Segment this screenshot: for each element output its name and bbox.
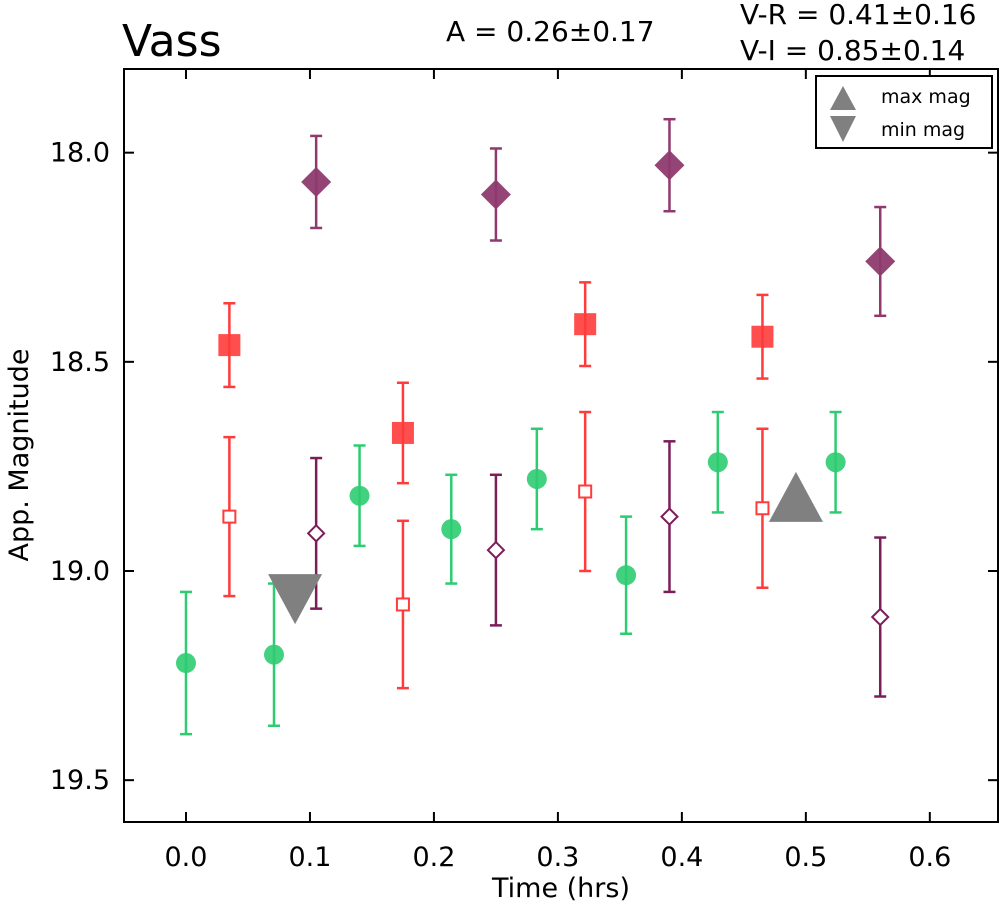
data-point-square xyxy=(751,325,774,348)
legend-max-mag-marker xyxy=(830,86,856,110)
x-tick-label: 0.6 xyxy=(908,842,951,873)
data-point-diamond xyxy=(301,166,332,197)
v-i-annotation: V-I = 0.85±0.14 xyxy=(740,34,965,67)
x-tick-label: 0.5 xyxy=(784,842,827,873)
data-point-diamond xyxy=(865,246,896,277)
plot-frame xyxy=(123,68,999,823)
chart-title: Vass xyxy=(122,16,222,67)
legend-min-mag-label: min mag xyxy=(881,119,965,141)
data-point-circle xyxy=(349,485,370,506)
data-point-circle xyxy=(175,653,196,674)
x-axis: 0.0 0.1 0.2 0.3 0.4 0.5 0.6 xyxy=(165,69,951,873)
data-point-open-diamond xyxy=(306,523,326,543)
data-point-open-square xyxy=(222,509,237,524)
x-axis-label: Time (hrs) xyxy=(491,873,630,904)
data-point-open-diamond xyxy=(486,540,506,560)
v-r-annotation: V-R = 0.41±0.16 xyxy=(740,0,976,31)
max-mag-marker xyxy=(768,471,823,522)
y-tick-label: 18.5 xyxy=(50,347,110,378)
min-mag-marker xyxy=(268,574,323,625)
data-point-open-square xyxy=(578,484,593,499)
y-axis: 18.0 18.5 19.0 19.5 xyxy=(50,138,998,796)
x-tick-label: 0.4 xyxy=(660,842,703,873)
legend: max mag min mag xyxy=(815,75,993,149)
data-point-circle xyxy=(707,452,728,473)
data-point-open-diamond xyxy=(660,507,679,527)
legend-min-mag-marker xyxy=(830,116,856,142)
data-point-open-diamond xyxy=(870,607,890,627)
data-point-circle xyxy=(526,468,547,489)
data-point-square xyxy=(391,421,414,444)
y-tick-label: 18.0 xyxy=(50,138,110,169)
x-tick-label: 0.3 xyxy=(536,842,579,873)
legend-max-mag-label: max mag xyxy=(881,86,971,108)
data-point-circle xyxy=(616,565,637,586)
data-point-open-square xyxy=(395,597,410,612)
y-axis-label: App. Magnitude xyxy=(4,349,35,562)
amplitude-annotation: A = 0.26±0.17 xyxy=(446,15,655,48)
data-point-square xyxy=(218,334,241,357)
plot-area xyxy=(175,117,896,736)
x-tick-label: 0.0 xyxy=(165,842,208,873)
y-tick-label: 19.0 xyxy=(50,556,110,587)
data-point-square xyxy=(574,313,597,336)
y-tick-label: 19.5 xyxy=(50,765,110,796)
data-point-diamond xyxy=(654,150,685,181)
data-point-diamond xyxy=(480,179,511,210)
data-point-circle xyxy=(441,519,462,540)
data-point-circle xyxy=(264,644,285,665)
data-point-open-square xyxy=(755,501,770,516)
x-tick-label: 0.1 xyxy=(288,842,331,873)
data-point-circle xyxy=(825,452,846,473)
x-tick-label: 0.2 xyxy=(412,842,455,873)
